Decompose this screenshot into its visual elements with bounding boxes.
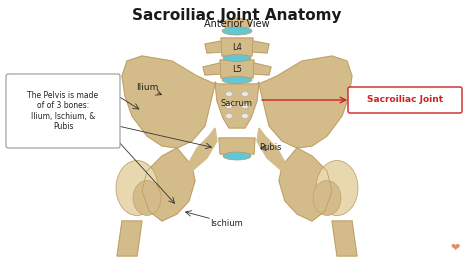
Polygon shape (117, 221, 142, 256)
Ellipse shape (241, 92, 248, 97)
Ellipse shape (133, 181, 161, 215)
Text: ❤: ❤ (450, 243, 460, 253)
Polygon shape (187, 128, 217, 171)
Ellipse shape (241, 103, 248, 109)
Ellipse shape (222, 27, 252, 35)
Polygon shape (221, 38, 253, 56)
Text: L5: L5 (232, 64, 242, 73)
Ellipse shape (313, 181, 341, 215)
Text: Pubis: Pubis (259, 143, 282, 152)
Text: Sacrum: Sacrum (221, 99, 253, 109)
Polygon shape (259, 56, 352, 148)
FancyBboxPatch shape (348, 87, 462, 113)
Ellipse shape (241, 114, 248, 118)
Ellipse shape (316, 160, 358, 215)
Text: The Pelvis is made
of of 3 bones:
Ilium, Ischium, &
Pubis: The Pelvis is made of of 3 bones: Ilium,… (27, 91, 99, 131)
Ellipse shape (116, 160, 158, 215)
Polygon shape (215, 82, 259, 128)
Text: Sacroiliac Joint: Sacroiliac Joint (367, 95, 443, 105)
Text: Sacroiliac Joint Anatomy: Sacroiliac Joint Anatomy (132, 8, 342, 23)
Ellipse shape (223, 152, 251, 160)
Polygon shape (219, 138, 255, 154)
Text: Ischium: Ischium (210, 219, 243, 228)
Ellipse shape (223, 18, 251, 30)
Polygon shape (279, 148, 332, 221)
Polygon shape (257, 128, 287, 171)
Ellipse shape (223, 55, 251, 61)
Text: L4: L4 (232, 43, 242, 52)
Polygon shape (205, 41, 222, 53)
Polygon shape (253, 63, 271, 75)
Ellipse shape (226, 103, 233, 109)
Ellipse shape (226, 114, 233, 118)
Polygon shape (122, 56, 215, 148)
Polygon shape (332, 221, 357, 256)
Ellipse shape (222, 77, 252, 84)
Polygon shape (203, 63, 221, 75)
Text: Anterior View: Anterior View (204, 19, 270, 29)
Polygon shape (142, 148, 195, 221)
FancyBboxPatch shape (6, 74, 120, 148)
Polygon shape (252, 41, 269, 53)
Polygon shape (220, 60, 254, 78)
Text: Ilium: Ilium (136, 84, 158, 93)
Ellipse shape (226, 92, 233, 97)
